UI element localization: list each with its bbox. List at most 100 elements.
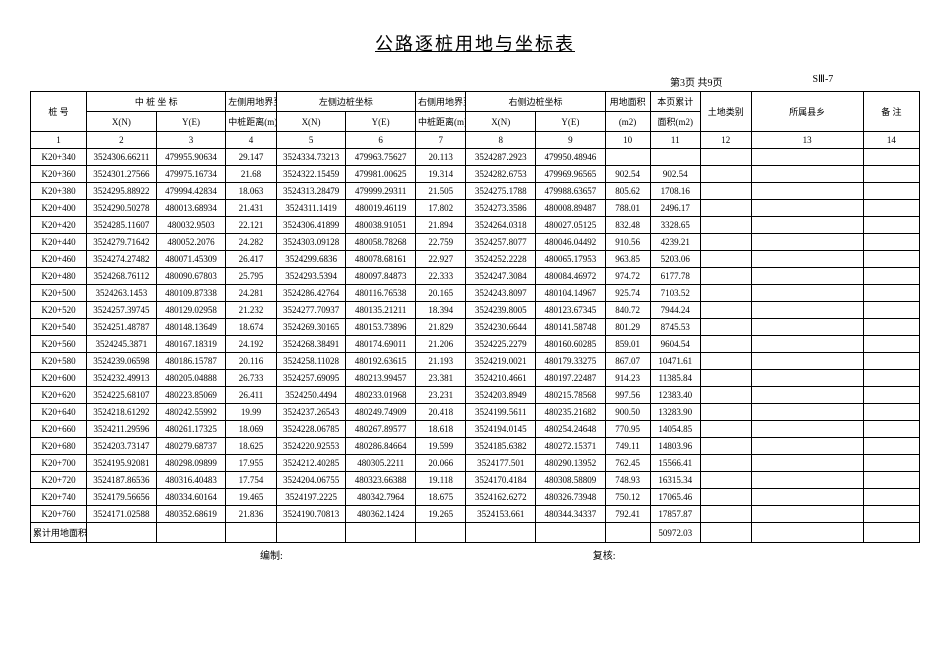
cell: 9604.54 [650,336,701,353]
cell [863,336,919,353]
cell: 840.72 [605,302,650,319]
cell: 3524228.06785 [276,421,346,438]
cell: 480032.9503 [156,217,226,234]
cell [751,387,863,404]
cell: 3524203.73147 [87,438,157,455]
cell: 788.01 [605,200,650,217]
cell: 3524274.27482 [87,251,157,268]
cell [701,319,752,336]
col-num: 9 [536,132,606,149]
cell: 3524258.11028 [276,353,346,370]
h-xn: X(N) [466,112,536,132]
cell: 7103.52 [650,285,701,302]
h-cdist: 中桩距离(m) [415,112,466,132]
h-xn: X(N) [87,112,157,132]
cell: 18.675 [415,489,466,506]
table-row: K20+7603524171.02588480352.6861921.83635… [31,506,920,523]
cell [863,285,919,302]
cell: 7944.24 [650,302,701,319]
cell [650,149,701,166]
cell: 3524293.5394 [276,268,346,285]
cell: 3524185.6382 [466,438,536,455]
cell [226,523,277,543]
cell: 3524279.71642 [87,234,157,251]
cell: 24.192 [226,336,277,353]
cell: 20.165 [415,285,466,302]
cell: 480123.67345 [536,302,606,319]
cell: 6177.78 [650,268,701,285]
cell: 3524273.3586 [466,200,536,217]
cell: 3524251.48787 [87,319,157,336]
h-note: 备 注 [863,92,919,132]
cell: 24.281 [226,285,277,302]
table-row: K20+3603524301.27566479975.1673421.68352… [31,166,920,183]
cell [863,183,919,200]
cell [751,336,863,353]
cell: 22.927 [415,251,466,268]
cell [701,353,752,370]
cell: 480129.02958 [156,302,226,319]
footer: 编制: 复核: [30,547,920,562]
cell: 480065.17953 [536,251,606,268]
cell: 3524239.8005 [466,302,536,319]
cell: 3524269.30165 [276,319,346,336]
cell: 480362.1424 [346,506,416,523]
cell: 18.394 [415,302,466,319]
cell: 480008.89487 [536,200,606,217]
cell [751,353,863,370]
table-row: K20+6203524225.68107480223.8506926.41135… [31,387,920,404]
cell [751,302,863,319]
cell [751,438,863,455]
table-row: K20+4803524268.76112480090.6780325.79535… [31,268,920,285]
cell [751,149,863,166]
cell [751,285,863,302]
cell: 21.505 [415,183,466,200]
col-num: 10 [605,132,650,149]
cell: 18.063 [226,183,277,200]
cell: 21.193 [415,353,466,370]
cell [701,336,752,353]
cell: 3524286.42764 [276,285,346,302]
cell [751,455,863,472]
col-num: 13 [751,132,863,149]
cell: 3524282.6753 [466,166,536,183]
cell: 480167.18319 [156,336,226,353]
cell: 3524219.0021 [466,353,536,370]
cell: 3524264.0318 [466,217,536,234]
cell: 26.411 [226,387,277,404]
table-row: K20+7003524195.92081480298.0989917.95535… [31,455,920,472]
cell: 17.802 [415,200,466,217]
cell: 26.733 [226,370,277,387]
cell: 480097.84873 [346,268,416,285]
cell: 480027.05125 [536,217,606,234]
cell: 900.50 [605,404,650,421]
cell: 480223.85069 [156,387,226,404]
table-row: K20+5003524263.1453480109.8733824.281352… [31,285,920,302]
cell: 21.894 [415,217,466,234]
cell [863,421,919,438]
cell: 12383.40 [650,387,701,404]
cell: 18.069 [226,421,277,438]
cell: 3524170.4184 [466,472,536,489]
cell: 14054.85 [650,421,701,438]
cell [863,234,919,251]
cell: 480286.84664 [346,438,416,455]
cell [751,251,863,268]
cell: 925.74 [605,285,650,302]
cell: 867.07 [605,353,650,370]
cell: 3524257.8077 [466,234,536,251]
cell: 3524277.70937 [276,302,346,319]
cell [701,370,752,387]
page-info: 第3页 共9页 [670,74,723,89]
cell: 480352.68619 [156,506,226,523]
cell: 25.795 [226,268,277,285]
cell [701,200,752,217]
cell: K20+740 [31,489,87,506]
cell: 3524257.39745 [87,302,157,319]
cell [863,166,919,183]
table-row: K20+4203524285.11607480032.950322.121352… [31,217,920,234]
cell [863,404,919,421]
h-ye: Y(E) [156,112,226,132]
cell: 20.418 [415,404,466,421]
cell: 3524239.06598 [87,353,157,370]
